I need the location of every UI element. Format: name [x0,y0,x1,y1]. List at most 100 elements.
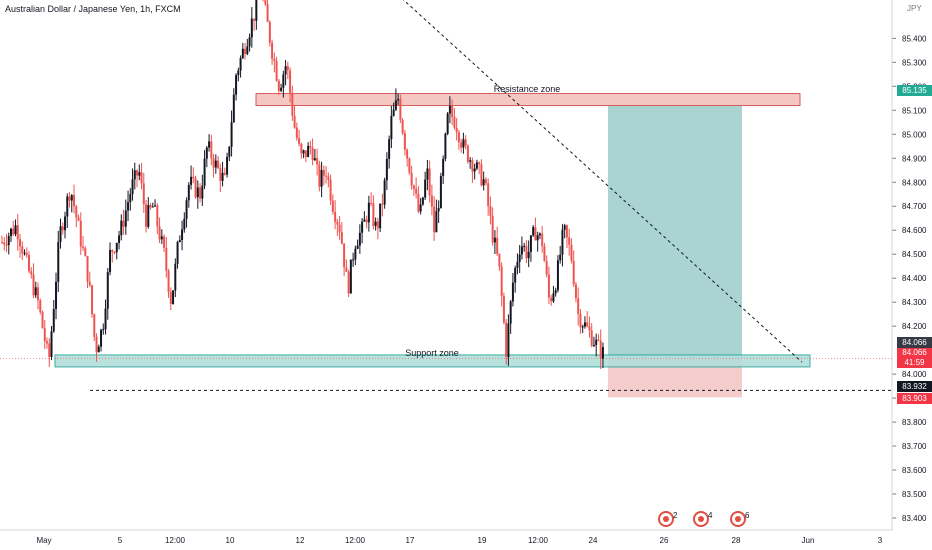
stop-line-price-tag: 83.932 [897,381,932,392]
candle-body [390,116,393,140]
candle-body [187,184,190,201]
candle-body [329,179,332,201]
candle-body [14,225,17,235]
candle-body [406,149,409,159]
y-tick-label: 83.400 [902,514,927,523]
candle-body [480,164,483,186]
candle-body [482,179,485,186]
candle-body [25,252,28,256]
candle-body [12,228,15,235]
candle-body [136,170,139,176]
candle-body [289,70,292,94]
candle-body [388,139,391,159]
candle-body [120,220,123,236]
y-tick-label: 84.700 [902,202,927,211]
x-tick-label: 5 [118,536,123,545]
candle-body [115,242,118,253]
candle-body [543,246,546,262]
candle-body [538,233,541,236]
candle-body [214,160,217,168]
candle-body [394,100,397,110]
candle-body [172,290,175,304]
candle-body [451,105,454,117]
candle-body [334,211,337,222]
candle-body [124,210,127,227]
candle-body [223,172,226,175]
candle-body [84,248,87,257]
candle-body [307,145,310,157]
candle-body [21,246,24,254]
y-tick-label: 85.100 [902,106,927,115]
candle-body [154,205,157,207]
candle-body [556,260,559,291]
y-tick-label: 84.300 [902,298,927,307]
candle-body [325,175,328,177]
candle-body [61,226,64,231]
candle-body [597,339,600,341]
x-tick-label: 26 [660,536,669,545]
candle-body [311,147,314,161]
candle-body [435,211,438,233]
y-tick-label: 84.800 [902,178,927,187]
candle-body [194,178,197,198]
y-tick-label: 84.200 [902,322,927,331]
candle-body [475,162,478,169]
candle-body [455,127,458,133]
candle-body [230,122,233,147]
candle-body [437,208,440,212]
support-zone [54,354,811,368]
candle-body [138,172,141,176]
candle-body [340,232,343,244]
last-price-red-tag: 84.066 41:59 [897,348,932,368]
candle-body [201,185,204,199]
candle-body [3,242,6,245]
y-tick-label: 85.400 [902,34,927,43]
candle-body [496,237,499,254]
y-tick-label: 85.000 [902,130,927,139]
candle-body [293,115,296,128]
event-marker-1[interactable] [658,511,674,527]
candle-body [502,296,505,323]
x-tick-label: 28 [732,536,741,545]
candle-body [165,247,168,271]
y-tick-label: 83.800 [902,418,927,427]
candle-body [217,160,220,169]
x-tick-label: 12 [296,536,305,545]
candle-body [520,246,523,255]
event-marker-2[interactable] [693,511,709,527]
candle-body [106,272,109,309]
last-price-red-value: 84.066 [902,348,927,357]
candle-body [367,202,370,223]
candle-body [122,220,125,227]
candle-body [235,75,238,95]
resistance-zone [255,93,801,107]
candle-body [46,341,49,344]
candle-body [561,229,564,255]
candle-body [199,187,202,199]
candle-body [282,74,285,88]
event-marker-3[interactable] [730,511,746,527]
candle-body [284,66,287,75]
candle-body [208,141,211,148]
candle-body [361,221,364,233]
candle-body [424,179,427,198]
candle-body [241,48,244,59]
candle-body [374,221,377,226]
candle-body [392,109,395,117]
candle-body [145,204,148,227]
candle-body [37,287,40,301]
candle-body [430,195,433,207]
candle-body [464,139,467,146]
candle-body [511,282,514,302]
candle-body [77,217,80,221]
candle-body [577,298,580,314]
candle-body [248,37,251,47]
event-marker-1-count: 2 [673,511,678,520]
candle-body [446,113,449,134]
x-tick-label: May [36,536,51,545]
candle-body [516,261,519,268]
candle-body [266,4,269,22]
candle-body [43,328,46,342]
candle-body [100,329,103,347]
